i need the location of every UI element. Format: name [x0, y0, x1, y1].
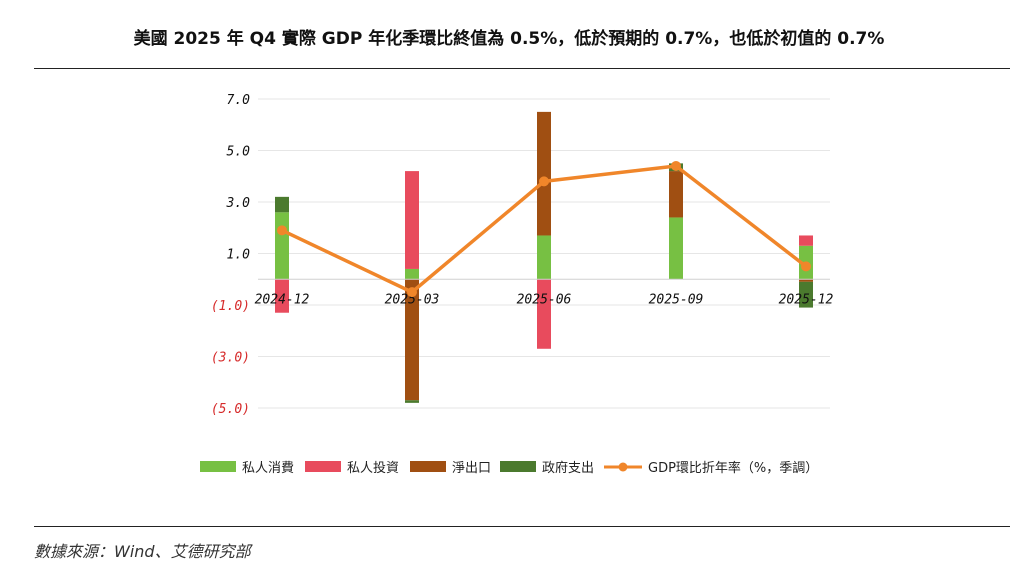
legend-marker-gdp-line [618, 462, 628, 472]
gdp-line [277, 160, 811, 298]
gdp-contribution-chart: 7.0 5.0 3.0 1.0 (1.0) (3.0) (5.0) 2024-12 2025-… [200, 93, 834, 476]
gdp-line-point [277, 225, 287, 236]
bar-investment [537, 279, 551, 349]
legend-swatch-investment [305, 461, 341, 472]
legend-label-gdp-line: GDP環比折年率（%，季調） [648, 460, 818, 476]
bar-consumption [537, 235, 551, 280]
bar-consumption [405, 268, 419, 280]
bar-consumption [669, 217, 683, 280]
legend-label-net_exports: 淨出口 [452, 461, 491, 476]
gdp-line-point [801, 261, 811, 272]
legend-swatch-government [500, 461, 536, 472]
bottom-divider [34, 526, 1010, 527]
chart-title: 美國 2025 年 Q4 實際 GDP 年化季環比終值為 0.5%，低於預期的 … [133, 29, 885, 49]
bar-net_exports [799, 279, 813, 282]
bar-government [275, 196, 289, 213]
bar-investment [275, 279, 289, 313]
bar-net_exports [669, 171, 683, 218]
y-axis-ticks: 7.0 5.0 3.0 1.0 (1.0) (3.0) (5.0) [211, 93, 250, 417]
bar-investment [799, 235, 813, 246]
x-tick-label: 2025-03 [385, 292, 440, 307]
bar-investment [405, 171, 419, 269]
bar-consumption [275, 212, 289, 280]
y-tick-label: 3.0 [226, 196, 251, 211]
y-tick-label: (1.0) [211, 299, 250, 314]
legend: 私人消費 私人投資 淨出口 政府支出 GDP環比折年率（%，季調） [200, 460, 818, 476]
gdp-line-point [407, 287, 417, 298]
bar-net_exports [405, 279, 419, 401]
legend-swatch-consumption [200, 461, 236, 472]
y-tick-label: (3.0) [211, 351, 250, 366]
gdp-line-point [539, 176, 549, 187]
x-tick-label: 2025-06 [517, 292, 572, 307]
legend-label-consumption: 私人消費 [242, 461, 294, 476]
y-tick-label: 5.0 [227, 145, 251, 160]
y-tick-label: 1.0 [227, 248, 251, 263]
x-tick-label: 2024-12 [255, 292, 310, 307]
x-tick-label: 2025-09 [649, 292, 704, 307]
legend-label-investment: 私人投資 [347, 460, 399, 476]
y-tick-label: 7.0 [227, 93, 251, 108]
legend-label-government: 政府支出 [542, 461, 594, 476]
bar-government [799, 281, 813, 308]
stacked-bars [275, 111, 813, 403]
x-tick-label: 2025-12 [779, 292, 834, 307]
x-axis-ticks: 2024-12 2025-03 2025-06 2025-09 2025-12 [255, 292, 834, 307]
gdp-line-point [671, 160, 681, 171]
source-note: 數據來源：Wind、艾德研究部 [34, 542, 251, 561]
top-divider [34, 68, 1010, 69]
y-tick-label: (5.0) [211, 402, 250, 417]
bar-government [405, 400, 419, 403]
bar-net_exports [537, 111, 551, 236]
legend-swatch-net_exports [410, 461, 446, 472]
